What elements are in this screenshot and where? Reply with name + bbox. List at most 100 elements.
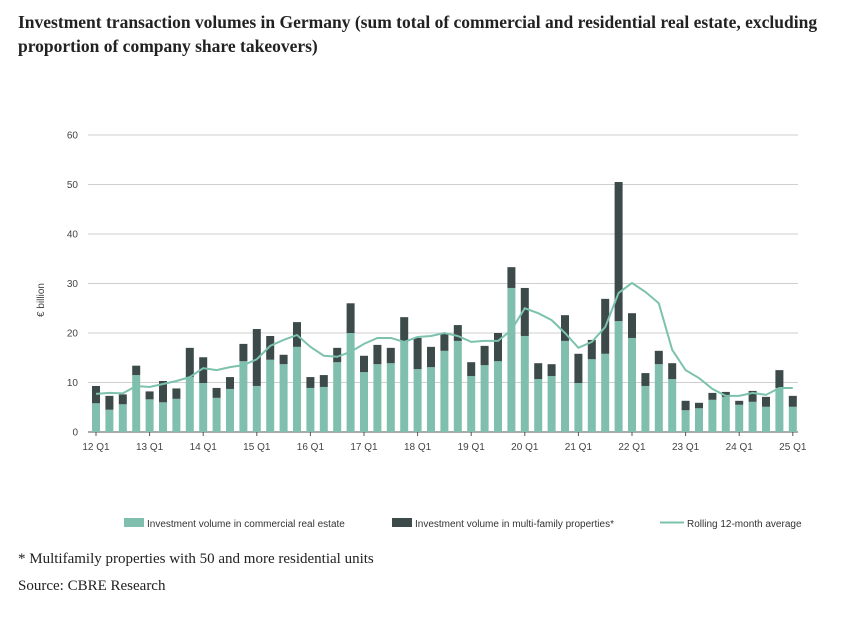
bar-commercial-19Q3 xyxy=(494,361,502,432)
x-tick-label: 19 Q1 xyxy=(458,442,486,453)
legend-swatch-multifamily xyxy=(392,518,412,527)
bar-multifamily-17Q1 xyxy=(360,355,368,373)
bar-multifamily-17Q4 xyxy=(400,317,409,342)
bar-multifamily-18Q4 xyxy=(453,325,462,341)
x-tick-label: 12 Q1 xyxy=(82,442,110,453)
y-tick-label: 20 xyxy=(67,329,79,340)
y-tick-label: 30 xyxy=(67,279,79,290)
bar-commercial-24Q3 xyxy=(762,406,770,432)
bar-commercial-12Q2 xyxy=(105,409,114,432)
rolling-average-line xyxy=(95,281,793,397)
bar-commercial-23Q2 xyxy=(695,408,703,432)
x-tick-label: 25 Q1 xyxy=(779,442,807,453)
bar-commercial-19Q1 xyxy=(467,376,476,432)
bar-commercial-18Q2 xyxy=(427,367,435,432)
bar-multifamily-15Q1 xyxy=(252,329,261,386)
footnote: * Multifamily properties with 50 and mor… xyxy=(18,551,374,567)
bar-multifamily-16Q4 xyxy=(346,303,355,333)
bar-commercial-16Q4 xyxy=(346,333,355,432)
bar-multifamily-14Q2 xyxy=(212,387,221,398)
bar-multifamily-20Q2 xyxy=(534,363,543,380)
bar-multifamily-14Q4 xyxy=(239,343,248,362)
x-tick-label: 17 Q1 xyxy=(350,442,378,453)
bar-commercial-12Q4 xyxy=(132,375,141,432)
bar-multifamily-23Q4 xyxy=(721,391,730,397)
bar-multifamily-19Q2 xyxy=(480,345,489,366)
bar-commercial-23Q1 xyxy=(681,410,690,432)
bar-multifamily-17Q3 xyxy=(386,347,395,364)
bar-multifamily-24Q2 xyxy=(748,390,757,402)
bar-multifamily-12Q2 xyxy=(105,395,114,410)
bar-commercial-14Q3 xyxy=(226,388,234,432)
legend-label-commercial: Investment volume in commercial real est… xyxy=(147,519,345,530)
bar-commercial-17Q4 xyxy=(400,341,409,432)
bar-multifamily-13Q1 xyxy=(145,391,154,400)
bar-commercial-18Q3 xyxy=(440,350,449,432)
bar-commercial-20Q1 xyxy=(520,335,529,432)
bar-commercial-15Q4 xyxy=(293,346,301,432)
bar-commercial-17Q2 xyxy=(373,364,382,432)
bar-multifamily-21Q1 xyxy=(574,353,583,383)
bar-multifamily-19Q1 xyxy=(467,362,476,377)
bar-multifamily-24Q1 xyxy=(735,400,744,405)
bar-commercial-22Q4 xyxy=(668,379,677,432)
bar-multifamily-22Q4 xyxy=(668,363,677,380)
bar-multifamily-13Q4 xyxy=(185,347,194,378)
bar-commercial-15Q2 xyxy=(266,359,275,432)
bar-multifamily-14Q1 xyxy=(199,357,208,383)
bar-commercial-22Q2 xyxy=(641,385,650,432)
y-tick-label: 60 xyxy=(67,131,79,142)
bar-commercial-14Q4 xyxy=(239,361,248,432)
bar-multifamily-15Q3 xyxy=(279,354,288,365)
bar-multifamily-12Q1 xyxy=(92,385,100,404)
bar-multifamily-13Q2 xyxy=(159,381,167,403)
bar-commercial-13Q4 xyxy=(185,377,194,432)
bar-multifamily-15Q2 xyxy=(266,335,275,360)
bar-multifamily-21Q2 xyxy=(587,339,596,360)
bar-multifamily-17Q2 xyxy=(373,344,382,365)
bar-commercial-21Q3 xyxy=(601,353,610,432)
bar-commercial-18Q1 xyxy=(413,369,422,432)
bar-commercial-23Q3 xyxy=(708,399,717,432)
bar-multifamily-18Q1 xyxy=(413,337,422,370)
bar-multifamily-22Q1 xyxy=(628,313,636,338)
legend-label-average: Rolling 12-month average xyxy=(687,519,802,530)
bar-multifamily-19Q3 xyxy=(494,333,502,362)
bar-multifamily-25Q1 xyxy=(788,395,797,407)
y-tick-label: 40 xyxy=(67,230,79,241)
bar-commercial-24Q2 xyxy=(748,401,757,432)
bar-commercial-17Q3 xyxy=(386,363,395,432)
x-tick-label: 13 Q1 xyxy=(136,442,164,453)
bar-commercial-22Q1 xyxy=(628,337,636,432)
bar-multifamily-24Q3 xyxy=(762,396,770,407)
bar-multifamily-23Q1 xyxy=(681,400,690,411)
bar-commercial-12Q3 xyxy=(118,404,127,432)
bar-multifamily-20Q4 xyxy=(561,315,569,341)
bar-commercial-16Q3 xyxy=(333,362,342,432)
bar-commercial-15Q1 xyxy=(252,385,261,432)
y-tick-label: 50 xyxy=(67,180,79,191)
bar-commercial-13Q1 xyxy=(145,399,154,432)
x-tick-label: 23 Q1 xyxy=(672,442,700,453)
bar-multifamily-21Q4 xyxy=(614,182,623,322)
bar-multifamily-13Q3 xyxy=(172,388,181,399)
bar-commercial-18Q4 xyxy=(453,340,462,432)
bar-commercial-16Q1 xyxy=(306,387,315,432)
bar-commercial-14Q1 xyxy=(199,382,208,432)
bar-multifamily-14Q3 xyxy=(226,377,234,389)
bar-commercial-21Q2 xyxy=(587,359,596,432)
bar-multifamily-18Q2 xyxy=(427,346,435,368)
x-tick-label: 22 Q1 xyxy=(618,442,646,453)
bar-commercial-20Q3 xyxy=(547,376,556,432)
x-tick-label: 15 Q1 xyxy=(243,442,271,453)
bar-commercial-23Q4 xyxy=(721,396,730,432)
bar-commercial-19Q2 xyxy=(480,365,489,432)
bar-multifamily-20Q3 xyxy=(547,364,556,377)
bar-commercial-17Q1 xyxy=(360,372,368,432)
bar-commercial-21Q4 xyxy=(614,321,623,432)
x-tick-label: 20 Q1 xyxy=(511,442,539,453)
chart-title: Investment transaction volumes in German… xyxy=(18,12,818,56)
bar-multifamily-16Q2 xyxy=(319,375,328,387)
y-tick-label: 0 xyxy=(72,428,78,439)
x-tick-label: 24 Q1 xyxy=(726,442,754,453)
